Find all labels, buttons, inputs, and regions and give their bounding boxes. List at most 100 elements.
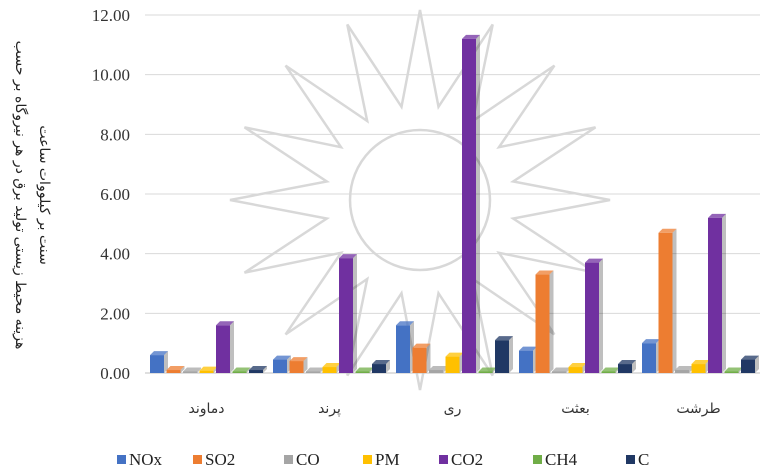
bar-top	[396, 321, 414, 326]
bar-side	[476, 34, 480, 373]
bar-top	[535, 270, 554, 275]
bar-C-4	[741, 355, 759, 373]
bar-top	[412, 343, 431, 348]
bar-top	[429, 366, 447, 371]
bar-CH4-1	[355, 367, 374, 373]
bar-SO2-3	[535, 270, 554, 373]
bar-top	[568, 363, 587, 368]
x-category-label: طرشت	[676, 401, 720, 417]
bar-top	[372, 360, 390, 365]
bar-side	[246, 367, 251, 373]
bar-front	[372, 364, 386, 373]
legend-swatch	[363, 455, 372, 464]
bar-side	[672, 228, 677, 373]
bar-side	[722, 213, 726, 373]
legend-swatch	[284, 455, 293, 464]
bar-PM-3	[568, 363, 587, 373]
bar-top	[552, 367, 570, 372]
x-category-label: بعثت	[561, 401, 590, 417]
bar-side	[180, 366, 185, 373]
bar-front	[675, 370, 689, 373]
bar-C-0	[249, 366, 267, 373]
bar-front	[183, 371, 197, 373]
bar-SO2-1	[289, 357, 308, 373]
legend-item-NOx: NOx	[117, 450, 163, 469]
bar-front	[412, 347, 427, 373]
bar-top	[691, 360, 710, 365]
legend-label: SO2	[205, 450, 235, 469]
bar-top	[478, 367, 497, 372]
legend-item-CH4: CH4	[533, 450, 578, 469]
y-tick-label: 6.00	[100, 185, 130, 204]
bar-top	[462, 34, 480, 39]
bar-top	[355, 367, 374, 372]
bar-top	[232, 367, 251, 372]
bars	[150, 34, 759, 373]
bar-side	[549, 270, 554, 373]
x-category-label: پرند	[318, 401, 341, 417]
bar-front	[642, 343, 656, 373]
bar-top	[339, 254, 357, 259]
legend-label: NOx	[129, 450, 163, 469]
bar-front	[691, 364, 706, 373]
bar-top	[642, 339, 660, 344]
legend-swatch	[117, 455, 126, 464]
bar-top	[675, 366, 693, 371]
bar-CO-0	[183, 367, 201, 373]
gridlines	[145, 14, 760, 374]
legend-label: CH4	[545, 450, 578, 469]
bar-front	[478, 371, 493, 373]
bar-front	[519, 350, 533, 373]
bar-front	[355, 371, 370, 373]
bar-NOx-0	[150, 351, 168, 373]
bar-CO-1	[306, 367, 324, 373]
y-tick-label: 8.00	[100, 125, 130, 144]
bar-side	[353, 254, 357, 373]
y-tick-label: 2.00	[100, 304, 130, 323]
bar-front	[216, 325, 230, 373]
bar-front	[232, 371, 247, 373]
bar-CH4-4	[724, 367, 743, 373]
bar-C-1	[372, 360, 390, 373]
bar-top	[585, 258, 603, 263]
bar-front	[273, 359, 287, 373]
bar-front	[150, 355, 164, 373]
legend-item-PM: PM	[363, 450, 400, 469]
bar-CO-2	[429, 366, 447, 373]
bar-CO-4	[675, 366, 693, 373]
bar-CO2-4	[708, 213, 726, 373]
bar-NOx-4	[642, 339, 660, 373]
bar-front	[429, 370, 443, 373]
bar-front	[585, 262, 599, 373]
legend-label: CO2	[451, 450, 483, 469]
bar-top	[741, 355, 759, 360]
y-tick-label: 0.00	[100, 364, 130, 383]
bar-front	[708, 217, 722, 373]
bar-side	[230, 321, 234, 373]
bar-side	[197, 367, 201, 373]
bar-front	[618, 364, 632, 373]
bar-top	[658, 228, 677, 233]
y-axis-label: هزینه محیط زیستی تولید برق در هر نیروگاه…	[12, 41, 52, 350]
legend-item-CO2: CO2	[439, 450, 483, 469]
bar-front	[724, 371, 739, 373]
bar-side	[599, 258, 603, 373]
bar-front	[199, 370, 214, 373]
bar-CO2-2	[462, 34, 480, 373]
legend-label: CO	[296, 450, 320, 469]
bar-front	[462, 38, 476, 373]
bar-top	[183, 367, 201, 372]
watermark-star	[229, 9, 611, 391]
bar-PM-0	[199, 366, 218, 373]
y-tick-label: 4.00	[100, 245, 130, 264]
bar-front	[495, 340, 509, 373]
bar-side	[509, 336, 513, 373]
y-axis-label-line-1: هزینه محیط زیستی تولید برق در هر نیروگاه…	[12, 41, 29, 350]
bar-front	[535, 274, 550, 373]
bar-C-3	[618, 360, 636, 373]
bar-top	[495, 336, 513, 341]
bar-top	[445, 352, 464, 357]
legend-label: PM	[375, 450, 400, 469]
legend: NOx SO2 CO PM CO2 CH4 C	[117, 450, 649, 469]
bar-top	[273, 355, 291, 360]
